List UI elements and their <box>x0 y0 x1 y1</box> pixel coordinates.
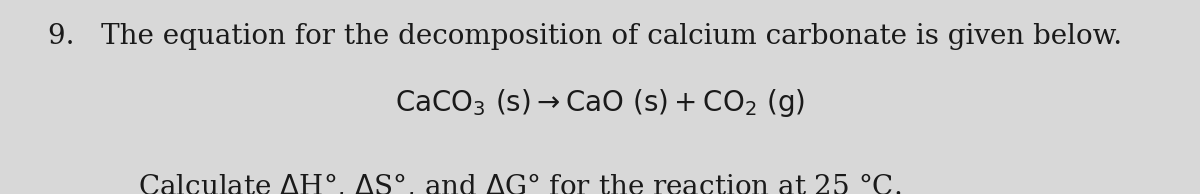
Text: $\mathrm{CaCO_3\ (s) \rightarrow CaO\ (s) + CO_2\ (g)}$: $\mathrm{CaCO_3\ (s) \rightarrow CaO\ (s… <box>395 87 805 119</box>
Text: Calculate $\Delta$H°, $\Delta$S°, and $\Delta$G° for the reaction at 25 °C.: Calculate $\Delta$H°, $\Delta$S°, and $\… <box>138 171 901 194</box>
Text: 9.   The equation for the decomposition of calcium carbonate is given below.: 9. The equation for the decomposition of… <box>48 23 1122 50</box>
